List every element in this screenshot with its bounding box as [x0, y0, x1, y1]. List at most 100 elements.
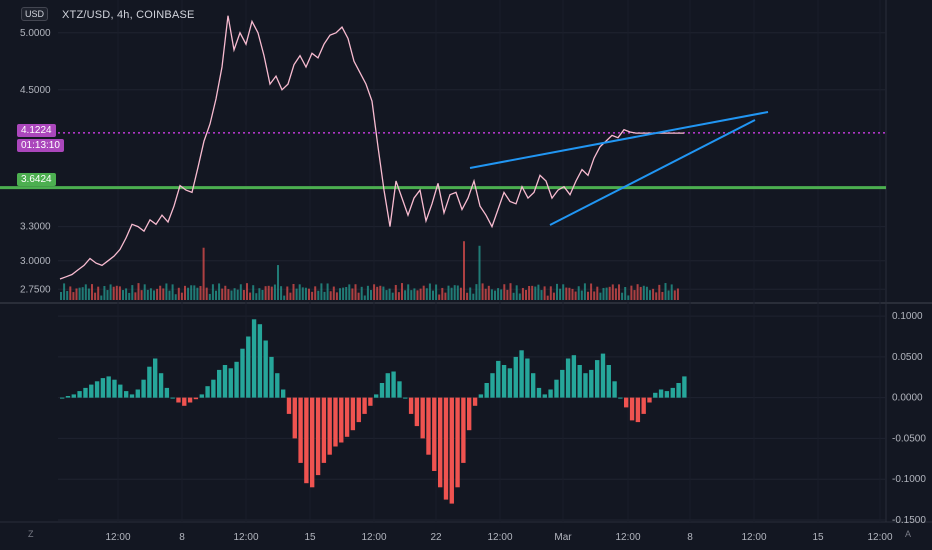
histogram-bar	[548, 389, 553, 398]
auto-scale-button[interactable]: A	[905, 529, 912, 539]
histogram-bar	[327, 397, 332, 455]
volume-bar	[593, 291, 596, 300]
volume-bar	[159, 285, 162, 300]
volume-bar	[280, 286, 283, 300]
volume-bar	[627, 295, 630, 300]
histogram-bar	[658, 389, 664, 398]
volume-bar	[261, 289, 264, 300]
histogram-bar	[65, 396, 71, 398]
histogram-bar	[141, 379, 146, 398]
volume-bar	[115, 285, 118, 300]
volume-bar	[227, 289, 230, 300]
histogram-bar	[653, 392, 658, 398]
time-tick-label: 22	[430, 532, 442, 543]
histogram-bar	[321, 397, 327, 463]
histogram-bar	[379, 383, 385, 398]
volume-bar	[556, 283, 558, 300]
histogram-bar	[164, 387, 170, 398]
histogram-bar	[298, 397, 303, 463]
volume-bar	[360, 286, 363, 300]
histogram-bar	[77, 391, 82, 398]
histogram-bar	[595, 360, 600, 398]
time-tick-label: 12:00	[615, 532, 640, 543]
volume-bar	[525, 289, 527, 300]
histogram-bar	[147, 366, 152, 398]
volume-bar	[391, 292, 394, 300]
indicator-tick-label: 0.0500	[892, 352, 923, 363]
volume-bar	[658, 284, 661, 300]
volume-bar	[224, 285, 227, 300]
volume-bar	[91, 284, 93, 300]
volume-bar	[611, 284, 614, 300]
histogram-bar	[565, 358, 571, 398]
volume-bar	[109, 284, 112, 300]
volume-bar	[258, 288, 261, 300]
histogram-bar	[432, 397, 437, 471]
volume-bar	[211, 284, 214, 300]
histogram-bar	[664, 391, 670, 398]
volume-bar	[475, 284, 478, 300]
volume-bar	[298, 284, 301, 300]
volume-bar	[208, 293, 211, 300]
volume-bar	[87, 288, 90, 300]
histogram-bar	[199, 394, 204, 398]
volume-bar	[94, 292, 97, 300]
volume-bar	[118, 286, 121, 300]
volume-bar	[642, 285, 645, 300]
time-tick-label: 12:00	[233, 532, 258, 543]
volume-bar	[419, 288, 422, 300]
histogram-bar	[536, 387, 542, 398]
volume-bar	[410, 290, 413, 300]
histogram-bar	[182, 397, 187, 406]
histogram-bar	[263, 340, 268, 398]
symbol-header[interactable]: XTZ/USD, 4h, COINBASE	[62, 9, 195, 21]
histogram-bar	[554, 379, 559, 398]
volume-bar	[549, 286, 552, 300]
histogram-bar	[257, 324, 263, 398]
volume-bar	[143, 284, 146, 300]
histogram-bar	[624, 397, 629, 408]
volume-bar	[401, 283, 403, 300]
volume-bar	[407, 284, 410, 300]
histogram-bar	[571, 355, 577, 398]
zoom-icon[interactable]: Z	[28, 529, 34, 539]
volume-bar	[543, 286, 546, 300]
volume-bar	[614, 288, 617, 300]
indicator-tick-label: 0.1000	[892, 311, 923, 322]
volume-bar	[351, 288, 354, 300]
histogram-bar	[205, 386, 210, 398]
volume-bar	[652, 288, 655, 300]
histogram-bar	[618, 397, 623, 399]
volume-bar	[413, 288, 416, 300]
histogram-bar	[89, 384, 94, 398]
histogram-bar	[542, 394, 547, 398]
volume-bar	[562, 284, 565, 300]
volume-bar	[202, 247, 205, 300]
histogram-bar	[158, 373, 164, 398]
time-tick-label: 8	[687, 532, 693, 543]
volume-bar	[577, 286, 580, 300]
volume-bar	[633, 290, 636, 300]
volume-bar	[472, 293, 475, 300]
volume-bar	[304, 287, 307, 300]
volume-bar	[537, 284, 540, 300]
volume-bar	[131, 285, 134, 300]
volume-bar	[125, 288, 128, 300]
currency-badge[interactable]: USD	[21, 7, 49, 21]
histogram-bar	[356, 397, 361, 423]
volume-bar	[676, 288, 679, 300]
price-tick-label: 3.0000	[20, 256, 51, 267]
volume-bar	[190, 285, 193, 300]
volume-bar	[60, 292, 62, 300]
volume-bar	[221, 288, 224, 300]
level-price-label: 3.6424	[17, 173, 56, 186]
time-tick-label: 8	[179, 532, 185, 543]
histogram-bar	[94, 381, 100, 398]
volume-bar	[580, 290, 583, 300]
histogram-bar	[217, 369, 222, 398]
histogram-bar	[234, 361, 239, 398]
histogram-bar	[501, 365, 507, 398]
volume-bar	[292, 283, 295, 300]
volume-bar	[484, 288, 487, 300]
volume-bar	[199, 286, 202, 300]
